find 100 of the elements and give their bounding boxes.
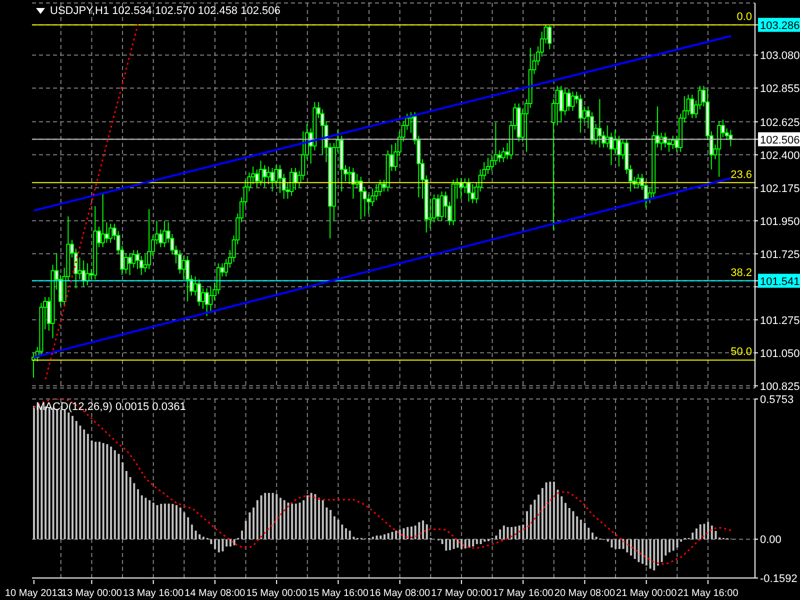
candlestick xyxy=(124,252,128,274)
y-tick-label: 102.175 xyxy=(760,182,800,195)
bar xyxy=(506,527,509,540)
y-tick-label: 102.506 xyxy=(760,134,800,146)
bar xyxy=(568,508,570,540)
annotation: 0.0 xyxy=(736,10,752,23)
bar xyxy=(626,539,628,552)
bar xyxy=(306,495,308,540)
bar xyxy=(660,539,663,562)
candlestick xyxy=(598,98,602,148)
candlestick xyxy=(186,256,190,302)
bar xyxy=(522,524,524,540)
bar xyxy=(272,492,274,540)
bar xyxy=(476,539,478,544)
bar xyxy=(426,524,428,540)
bar xyxy=(144,498,147,540)
candlestick xyxy=(466,178,471,202)
candlestick xyxy=(108,223,113,244)
bar xyxy=(618,539,620,549)
bar xyxy=(348,530,351,540)
bar xyxy=(194,530,197,540)
bar xyxy=(318,498,320,540)
bar xyxy=(672,539,674,551)
bar xyxy=(291,504,294,540)
bar xyxy=(656,539,659,566)
bar xyxy=(276,494,278,540)
bar xyxy=(90,440,93,540)
y-tick-label: -0.1592 xyxy=(760,573,798,585)
candlestick xyxy=(566,88,571,112)
bar xyxy=(168,504,170,540)
bar xyxy=(164,504,166,540)
bar xyxy=(240,530,243,540)
bar xyxy=(495,536,498,540)
bar xyxy=(584,522,586,540)
bar xyxy=(114,450,116,540)
x-tick-label: 15 May 00:00 xyxy=(246,588,308,599)
bar xyxy=(287,502,290,540)
candlestick xyxy=(358,176,363,220)
bar xyxy=(484,539,486,542)
bar xyxy=(86,434,89,540)
bar xyxy=(214,539,216,549)
y-tick-label: 102.625 xyxy=(760,116,800,129)
candlestick xyxy=(436,194,440,222)
x-tick-label: 13 May 16:00 xyxy=(123,588,184,599)
candlestick xyxy=(347,166,352,185)
bar xyxy=(380,536,382,540)
bar xyxy=(699,524,702,540)
y-tick-label: 0.5753 xyxy=(760,394,794,406)
bar xyxy=(422,520,424,540)
candlestick xyxy=(613,129,618,154)
bar xyxy=(538,494,540,540)
bar xyxy=(140,495,143,540)
bar xyxy=(398,529,401,540)
bar xyxy=(645,539,648,566)
bar xyxy=(499,529,502,540)
candlestick xyxy=(182,256,186,280)
annotation: 23.6 xyxy=(730,168,752,181)
bar xyxy=(152,502,154,540)
candlestick xyxy=(559,85,564,124)
candlestick xyxy=(501,146,506,163)
candlestick xyxy=(82,260,86,288)
bar xyxy=(564,502,567,540)
bar xyxy=(294,504,297,540)
bar xyxy=(298,502,301,540)
bar xyxy=(118,454,120,540)
bar xyxy=(190,524,193,540)
bar xyxy=(160,504,162,540)
y-tick-label: 101.541 xyxy=(760,276,800,288)
bar xyxy=(179,508,182,540)
x-tick-label: 17 May 00:00 xyxy=(431,588,492,599)
x-tick-label: 16 May 08:00 xyxy=(370,588,431,599)
bar xyxy=(226,539,228,547)
bar xyxy=(653,539,656,570)
bar xyxy=(218,539,220,552)
bar xyxy=(576,516,578,540)
x-tick-label: 21 May 00:00 xyxy=(616,588,678,599)
y-tick-label: 102.855 xyxy=(760,83,800,96)
bar xyxy=(526,511,528,540)
x-tick-label: 21 May 16:00 xyxy=(678,588,739,599)
bar xyxy=(464,539,466,548)
bar xyxy=(122,462,124,540)
y-tick-label: 100.825 xyxy=(760,380,800,393)
y-tick-label: 103.286 xyxy=(760,20,800,32)
bar xyxy=(556,490,559,540)
candlestick xyxy=(717,120,722,178)
bar xyxy=(418,522,420,540)
bar xyxy=(384,534,386,540)
bar xyxy=(692,532,694,540)
bar xyxy=(110,446,112,540)
candlestick xyxy=(378,179,382,196)
y-tick-label: 101.950 xyxy=(760,216,800,228)
candlestick xyxy=(266,166,270,185)
bar xyxy=(136,489,139,540)
bar xyxy=(534,500,536,540)
bar xyxy=(102,442,104,540)
bar xyxy=(198,534,201,540)
bar xyxy=(614,539,617,549)
candlestick xyxy=(104,222,109,244)
bar xyxy=(391,532,394,540)
candlestick xyxy=(293,168,298,190)
